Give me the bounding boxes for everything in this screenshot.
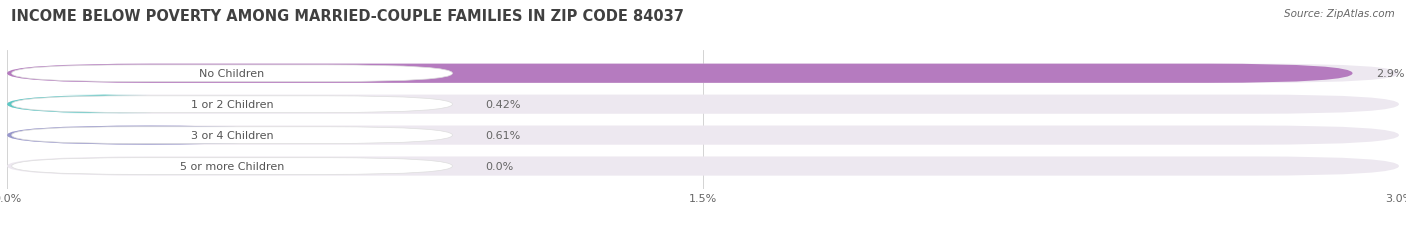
Text: Source: ZipAtlas.com: Source: ZipAtlas.com bbox=[1284, 9, 1395, 19]
Text: 2.9%: 2.9% bbox=[1375, 69, 1405, 79]
FancyBboxPatch shape bbox=[11, 158, 453, 175]
FancyBboxPatch shape bbox=[7, 157, 1399, 176]
FancyBboxPatch shape bbox=[11, 127, 453, 144]
Text: No Children: No Children bbox=[200, 69, 264, 79]
FancyBboxPatch shape bbox=[7, 95, 1399, 114]
Text: INCOME BELOW POVERTY AMONG MARRIED-COUPLE FAMILIES IN ZIP CODE 84037: INCOME BELOW POVERTY AMONG MARRIED-COUPL… bbox=[11, 9, 685, 24]
Text: 0.61%: 0.61% bbox=[485, 131, 520, 140]
Text: 3 or 4 Children: 3 or 4 Children bbox=[191, 131, 273, 140]
FancyBboxPatch shape bbox=[7, 126, 290, 145]
Text: 0.0%: 0.0% bbox=[485, 161, 513, 171]
FancyBboxPatch shape bbox=[11, 66, 453, 82]
Text: 1 or 2 Children: 1 or 2 Children bbox=[191, 100, 273, 110]
Text: 0.42%: 0.42% bbox=[485, 100, 520, 110]
FancyBboxPatch shape bbox=[7, 64, 1399, 83]
Text: 5 or more Children: 5 or more Children bbox=[180, 161, 284, 171]
FancyBboxPatch shape bbox=[11, 96, 453, 113]
FancyBboxPatch shape bbox=[7, 64, 1353, 83]
FancyBboxPatch shape bbox=[7, 95, 202, 114]
FancyBboxPatch shape bbox=[7, 126, 1399, 145]
